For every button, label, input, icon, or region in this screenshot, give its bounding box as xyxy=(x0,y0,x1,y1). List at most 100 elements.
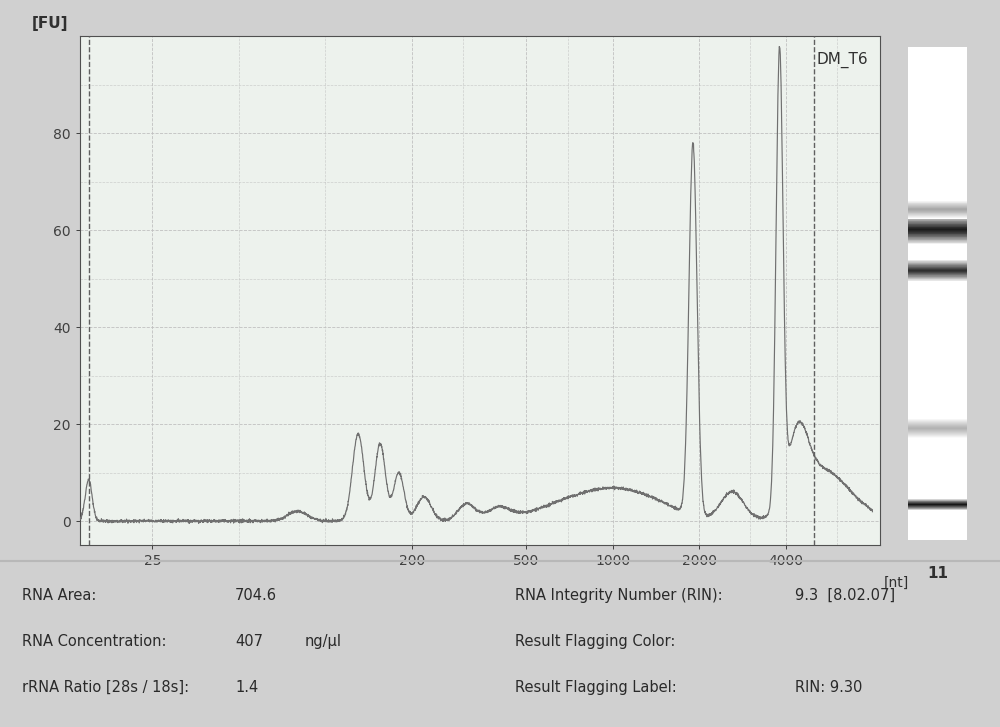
Bar xyxy=(908,202,967,204)
Bar xyxy=(908,236,967,237)
Bar xyxy=(908,425,967,427)
Bar xyxy=(908,277,967,278)
Bar xyxy=(908,507,967,508)
Bar xyxy=(908,273,967,274)
Bar xyxy=(908,425,967,426)
Text: Result Flagging Color:: Result Flagging Color: xyxy=(515,634,675,649)
Bar xyxy=(908,278,967,279)
Bar xyxy=(908,417,967,419)
Bar xyxy=(908,271,967,272)
Bar xyxy=(908,266,967,267)
Bar xyxy=(908,262,967,263)
Bar xyxy=(908,225,967,227)
Bar xyxy=(908,200,967,201)
Bar xyxy=(908,501,967,502)
Bar xyxy=(908,503,967,504)
Text: 704.6: 704.6 xyxy=(235,588,277,603)
Bar xyxy=(908,241,967,243)
Bar xyxy=(908,235,967,236)
Text: RNA Concentration:: RNA Concentration: xyxy=(22,634,166,649)
Bar xyxy=(908,215,967,216)
Bar xyxy=(908,505,967,506)
Bar xyxy=(908,222,967,223)
Bar xyxy=(908,216,967,217)
Bar xyxy=(908,267,967,268)
Bar xyxy=(908,228,967,229)
Bar xyxy=(908,209,967,210)
Text: 11: 11 xyxy=(927,566,948,581)
Bar xyxy=(908,498,967,499)
Bar xyxy=(908,210,967,211)
Bar xyxy=(908,214,967,216)
Bar xyxy=(908,218,967,219)
Bar xyxy=(908,238,967,239)
Bar xyxy=(908,222,967,224)
Bar xyxy=(908,263,967,265)
Bar xyxy=(908,423,967,424)
Bar xyxy=(908,280,967,281)
Bar xyxy=(908,420,967,422)
Bar xyxy=(908,500,967,501)
Bar xyxy=(908,207,967,209)
Bar xyxy=(908,259,967,260)
Bar xyxy=(908,419,967,420)
Bar xyxy=(908,269,967,270)
Bar xyxy=(908,275,967,276)
Bar xyxy=(908,425,967,426)
Bar xyxy=(908,430,967,431)
Bar xyxy=(908,427,967,428)
Text: 9.3  [8.02.07]: 9.3 [8.02.07] xyxy=(795,588,895,603)
Bar xyxy=(908,267,967,268)
Bar xyxy=(908,506,967,507)
Bar xyxy=(908,274,967,275)
Text: RNA Area:: RNA Area: xyxy=(22,588,96,603)
Bar xyxy=(908,237,967,238)
Bar xyxy=(908,211,967,212)
Bar xyxy=(908,244,967,245)
Bar xyxy=(908,207,967,208)
Bar xyxy=(908,216,967,217)
Bar xyxy=(908,499,967,500)
Bar xyxy=(908,272,967,273)
Bar xyxy=(908,430,967,432)
Bar xyxy=(908,204,967,205)
Bar xyxy=(908,509,967,510)
Text: [FU]: [FU] xyxy=(32,16,68,31)
Bar xyxy=(908,206,967,207)
Text: [nt]: [nt] xyxy=(884,576,909,590)
Bar xyxy=(908,221,967,222)
Bar xyxy=(908,426,967,427)
Bar xyxy=(908,210,967,212)
Bar xyxy=(908,214,967,216)
Text: DM_T6: DM_T6 xyxy=(816,52,868,68)
Bar xyxy=(908,227,967,228)
Bar xyxy=(908,268,967,269)
Bar xyxy=(908,217,967,218)
Bar xyxy=(908,214,967,215)
Bar xyxy=(908,437,967,438)
Bar xyxy=(908,422,967,423)
Bar xyxy=(908,219,967,220)
Bar xyxy=(908,260,967,262)
Bar xyxy=(908,223,967,225)
Bar xyxy=(908,279,967,280)
Bar xyxy=(908,264,967,265)
Bar xyxy=(908,421,967,422)
Bar xyxy=(908,217,967,218)
Bar xyxy=(908,427,967,429)
Bar xyxy=(908,204,967,205)
Bar xyxy=(908,203,967,204)
Bar xyxy=(908,228,967,230)
Bar xyxy=(908,212,967,214)
Bar xyxy=(908,499,967,501)
Bar xyxy=(908,509,967,510)
Bar xyxy=(908,418,967,419)
Bar xyxy=(908,265,967,266)
Bar xyxy=(908,503,967,505)
Bar xyxy=(908,277,967,278)
Bar xyxy=(908,428,967,429)
Bar xyxy=(908,268,967,269)
Bar xyxy=(908,242,967,244)
Bar xyxy=(908,273,967,274)
Bar xyxy=(908,239,967,241)
